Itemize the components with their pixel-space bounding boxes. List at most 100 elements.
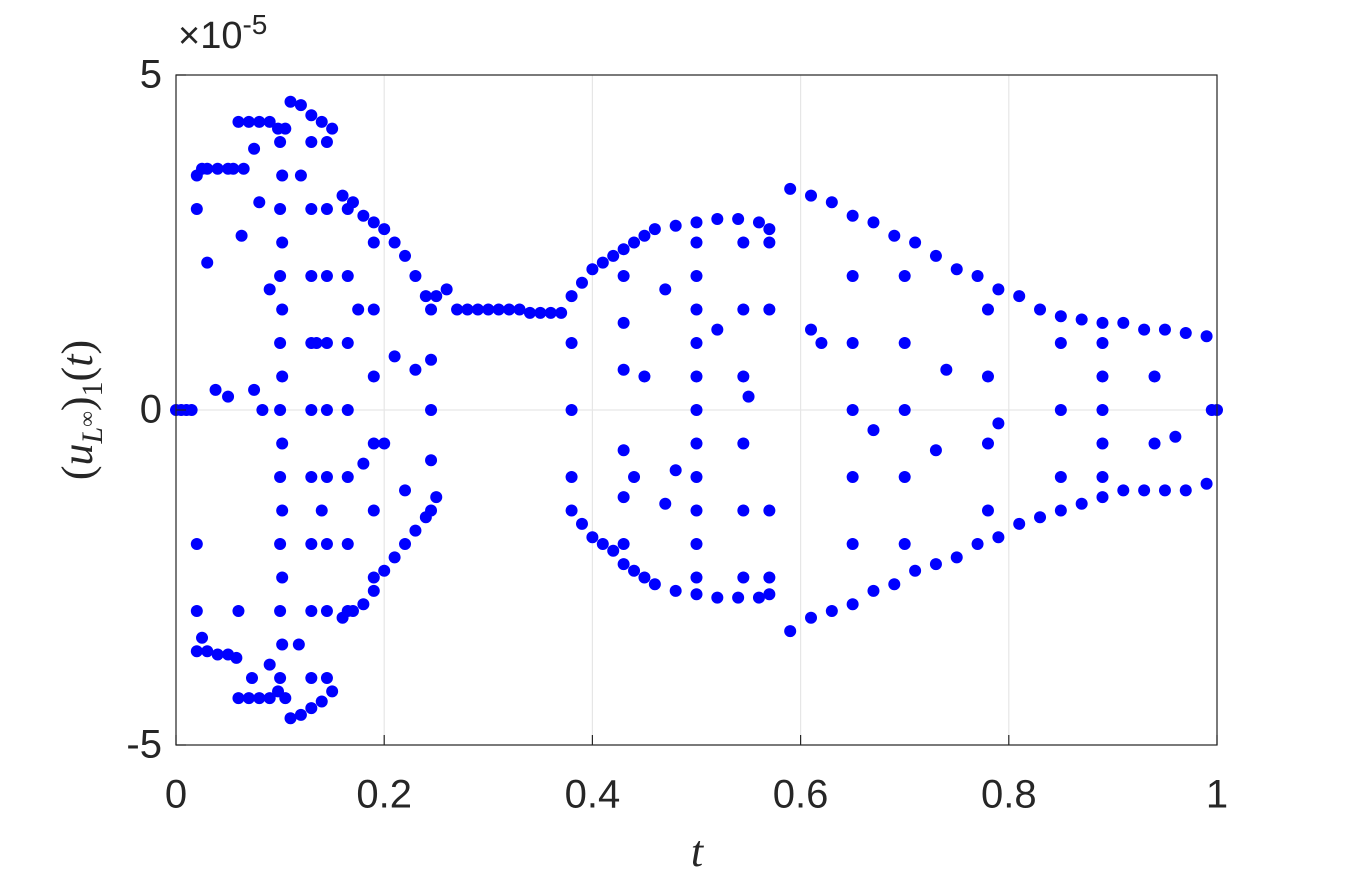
point [690, 404, 703, 416]
point [227, 162, 240, 175]
point [190, 203, 203, 215]
x-tick-label: 0 [165, 773, 187, 817]
points [170, 95, 1223, 725]
point [276, 169, 289, 182]
point [981, 504, 994, 517]
point [763, 223, 776, 236]
point [201, 256, 214, 269]
point [617, 558, 630, 571]
point [310, 337, 323, 349]
point [315, 504, 328, 517]
point [898, 337, 911, 349]
point [690, 571, 703, 584]
point [305, 672, 318, 684]
point [294, 99, 307, 112]
point [320, 672, 333, 684]
point [320, 270, 333, 282]
point [263, 115, 276, 128]
point [805, 323, 818, 336]
point [929, 249, 942, 262]
point [867, 424, 880, 437]
point [586, 531, 599, 544]
point [274, 270, 287, 282]
point [763, 588, 776, 601]
point [1169, 430, 1182, 443]
point [981, 437, 994, 450]
point [659, 283, 672, 296]
point [263, 283, 276, 296]
point [320, 337, 333, 349]
y-scale-exponent: -5 [242, 9, 267, 40]
axes: 0 0.2 0.4 0.6 0.8 1-505 [126, 53, 1228, 817]
point [981, 303, 994, 316]
point [305, 538, 318, 550]
point [430, 290, 443, 303]
point [274, 605, 287, 617]
point [276, 303, 289, 316]
point [237, 162, 250, 175]
point [607, 249, 620, 262]
point [341, 203, 354, 215]
point [909, 564, 922, 577]
point [1096, 471, 1109, 483]
point [419, 290, 432, 303]
point [992, 283, 1005, 296]
point [909, 236, 922, 249]
point [315, 115, 328, 128]
point [263, 692, 276, 705]
point [399, 538, 412, 550]
point [565, 471, 578, 483]
point [815, 337, 828, 349]
point [732, 213, 745, 226]
point [294, 708, 307, 721]
point [482, 303, 495, 316]
point [1096, 437, 1109, 450]
point [846, 404, 859, 416]
point [378, 223, 391, 236]
point [711, 591, 724, 604]
point [232, 115, 245, 128]
point [534, 306, 547, 319]
point [425, 404, 438, 416]
point [867, 216, 880, 229]
point [846, 337, 859, 349]
point [320, 136, 333, 148]
point [763, 571, 776, 584]
point [846, 471, 859, 483]
point [1096, 370, 1109, 383]
point [248, 142, 261, 155]
point [565, 404, 578, 416]
point [607, 544, 620, 557]
point [367, 236, 380, 249]
point [690, 538, 703, 550]
y-label-part: ) [53, 340, 102, 355]
point [846, 598, 859, 611]
point [388, 236, 401, 249]
point [732, 591, 745, 604]
point [222, 390, 235, 403]
point [274, 136, 287, 148]
y-scale-base: ×10 [178, 15, 242, 57]
point [971, 270, 984, 282]
point [898, 471, 911, 483]
point [341, 605, 354, 617]
point [201, 645, 214, 658]
point [763, 236, 776, 249]
point [784, 625, 797, 638]
point [752, 216, 765, 229]
point [981, 370, 994, 383]
point [341, 270, 354, 282]
point [425, 504, 438, 517]
point [513, 303, 526, 316]
point [737, 504, 750, 517]
point [669, 584, 682, 597]
point [367, 216, 380, 229]
point [950, 551, 963, 564]
point [1138, 484, 1151, 497]
point [1013, 517, 1026, 530]
point [617, 538, 630, 550]
point [648, 578, 661, 591]
point [737, 437, 750, 450]
point [617, 444, 630, 457]
